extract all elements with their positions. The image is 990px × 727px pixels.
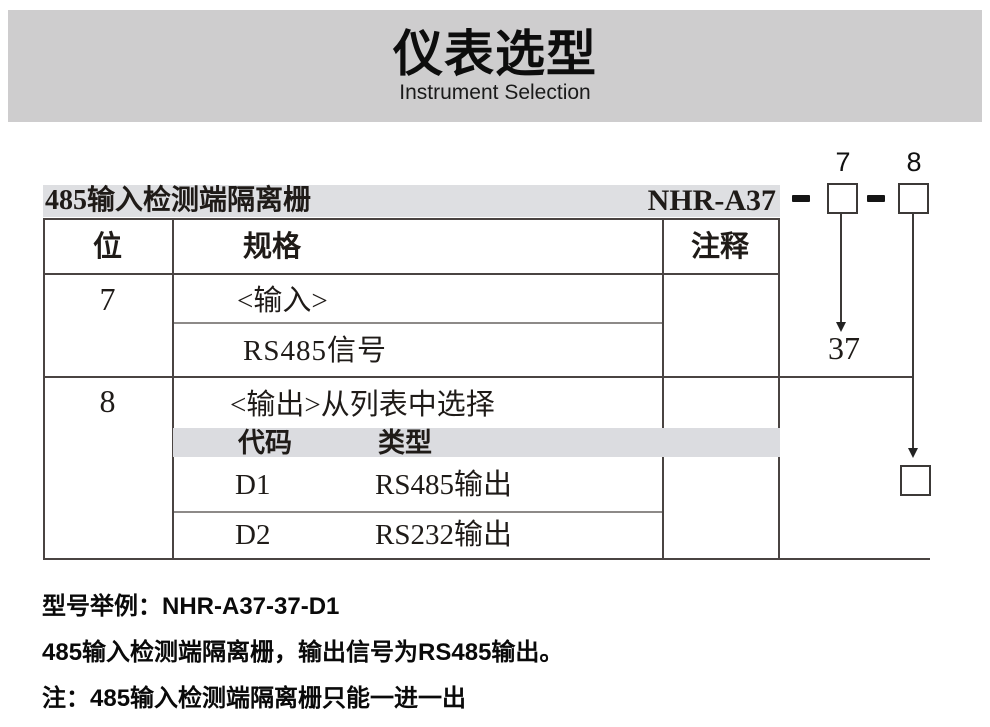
row8-spec-output: <输出>从列表中选择: [230, 389, 495, 421]
table-top-border: [43, 218, 780, 220]
sub-row-d1-type: RS485输出: [375, 469, 512, 501]
col-header-note: 注释: [690, 231, 749, 263]
digit7-value: 37: [828, 330, 860, 366]
page-subtitle: Instrument Selection: [399, 81, 591, 104]
digit8-label: 8: [906, 147, 922, 177]
product-title-band: 485输入检测端隔离栅 NHR-A37: [43, 185, 780, 217]
sub-row-d2-type: RS232输出: [375, 519, 512, 551]
product-name-label: 485输入检测端隔离栅: [45, 185, 312, 216]
page-banner: 仪表选型 Instrument Selection: [8, 10, 982, 122]
table-header-border: [43, 273, 780, 275]
col-header-position: 位: [92, 231, 122, 263]
digit7-label: 7: [835, 147, 851, 177]
table-bottom-border-extended: [43, 558, 930, 560]
sub-row-d1-code: D1: [235, 469, 271, 501]
row7-spec-input: <输入>: [237, 285, 328, 317]
arrow-down-line-8: [912, 212, 914, 450]
row8-position: 8: [99, 383, 116, 419]
model-example-text: 型号举例：NHR-A37-37-D1: [42, 593, 340, 620]
arrow-down-icon: [836, 322, 846, 332]
sub-table-header-band: [173, 428, 780, 457]
sub-header-code: 代码: [238, 428, 292, 458]
table-right-border: [778, 218, 780, 560]
sub-header-type: 类型: [378, 428, 432, 458]
table-subrow-border: [172, 511, 662, 513]
table-subrow-border: [172, 322, 662, 324]
model-box-8: [898, 183, 929, 214]
page-title: 仪表选型: [393, 26, 597, 82]
model-description-text: 485输入检测端隔离栅，输出信号为RS485输出。: [42, 639, 564, 666]
col-header-spec: 规格: [243, 231, 302, 263]
arrow-down-icon: [908, 448, 918, 458]
table-col1-border: [172, 218, 174, 560]
dash-icon: [792, 195, 810, 202]
row7-position: 7: [99, 281, 116, 317]
sub-row-d2-code: D2: [235, 519, 271, 551]
table-col2-border: [662, 218, 664, 560]
model-note-text: 注：485输入检测端隔离栅只能一进一出: [42, 685, 467, 712]
table-row-border-extended: [43, 376, 914, 378]
row7-spec-signal: RS485信号: [243, 335, 387, 367]
model-box-7: [827, 183, 858, 214]
model-box-output: [900, 465, 931, 496]
dash-icon: [867, 195, 885, 202]
table-left-border: [43, 218, 45, 560]
model-prefix-label: NHR-A37: [647, 184, 776, 217]
arrow-down-line-7: [840, 212, 842, 324]
